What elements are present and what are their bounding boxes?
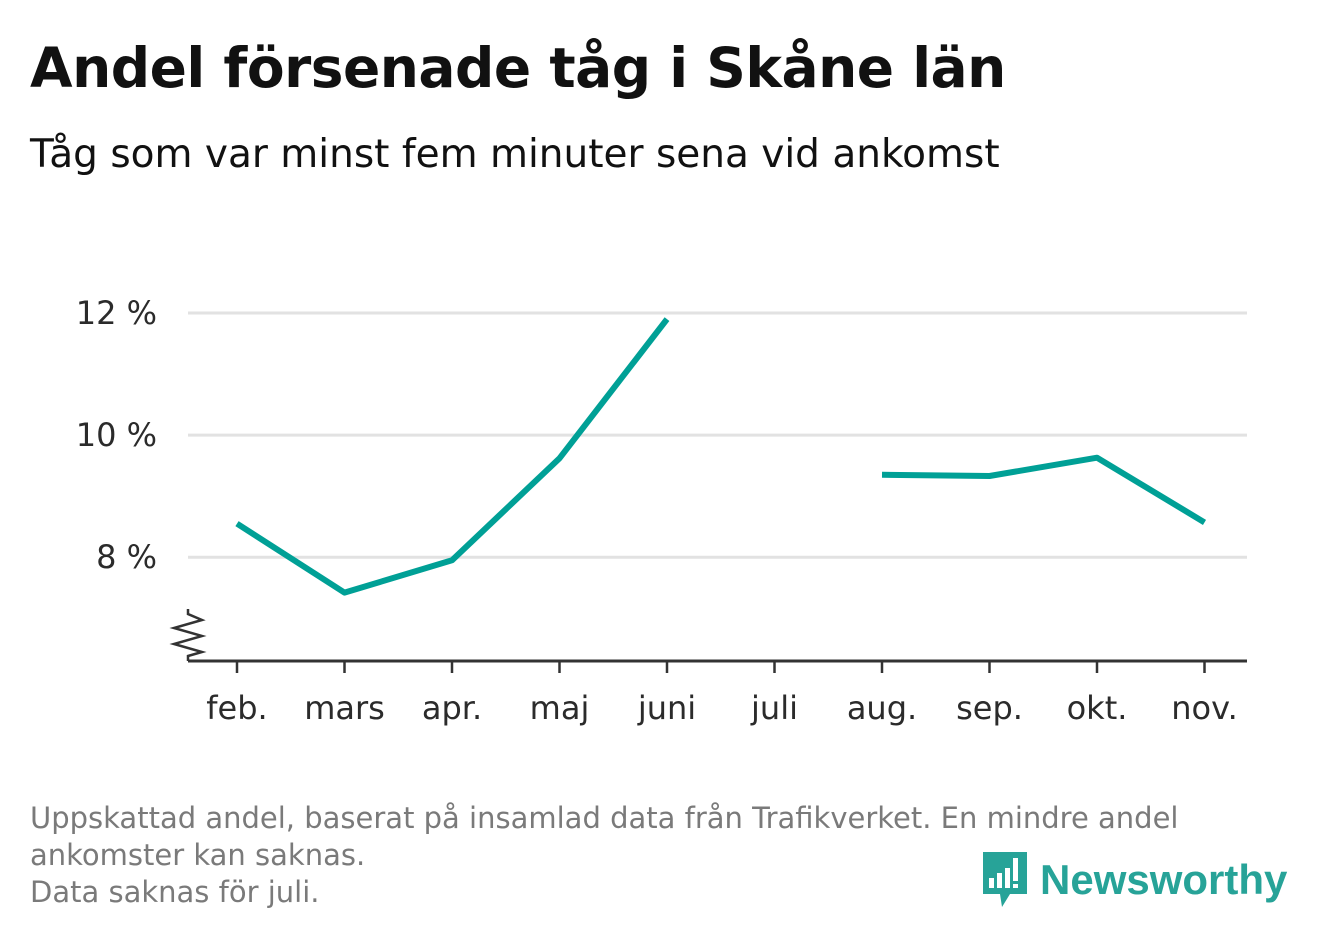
x-tick-label: okt. — [1067, 689, 1128, 727]
x-tick-label: apr. — [422, 689, 482, 727]
newsworthy-logo: Newsworthy — [980, 850, 1287, 910]
y-tick-label: 12 % — [76, 294, 157, 332]
y-tick-label: 8 % — [96, 538, 157, 576]
y-axis-ticks: 8 % 10 % 12 % — [76, 294, 157, 576]
x-tick-label: sep. — [956, 689, 1023, 727]
x-tick-label: nov. — [1171, 689, 1237, 727]
series-line — [881, 454, 1207, 525]
line-chart: 8 % 10 % 12 % feb. mars apr. maj juni juli aug. s… — [76, 294, 1247, 727]
chart-subtitle: Tåg som var minst fem minuter sena vid a… — [30, 132, 1000, 177]
grid-lines — [188, 311, 1247, 559]
x-tick-label: mars — [304, 689, 385, 727]
chart-title: Andel försenade tåg i Skåne län — [30, 36, 1006, 100]
source-note: Uppskattad andel, baserat på insamlad da… — [30, 800, 1280, 911]
note-line: Data saknas för juli. — [30, 875, 320, 909]
x-axis — [169, 609, 1247, 663]
x-tick-label: juni — [637, 689, 696, 727]
chart-bubble-icon — [983, 852, 1027, 907]
x-tick-label: feb. — [206, 689, 267, 727]
series-lines — [235, 317, 1207, 596]
axis-break-mark — [169, 609, 207, 661]
series-line — [235, 317, 670, 596]
y-tick-label: 10 % — [76, 416, 157, 454]
note-line: Uppskattad andel, baserat på insamlad da… — [30, 801, 1179, 835]
x-axis-ticks: feb. mars apr. maj juni juli aug. sep. okt. nov. — [206, 661, 1238, 727]
x-tick-label: juli — [750, 689, 798, 727]
brand-name: Newsworthy — [1040, 856, 1288, 903]
x-tick-label: aug. — [847, 689, 917, 727]
note-line: ankomster kan saknas. — [30, 838, 366, 872]
x-tick-label: maj — [530, 689, 590, 727]
